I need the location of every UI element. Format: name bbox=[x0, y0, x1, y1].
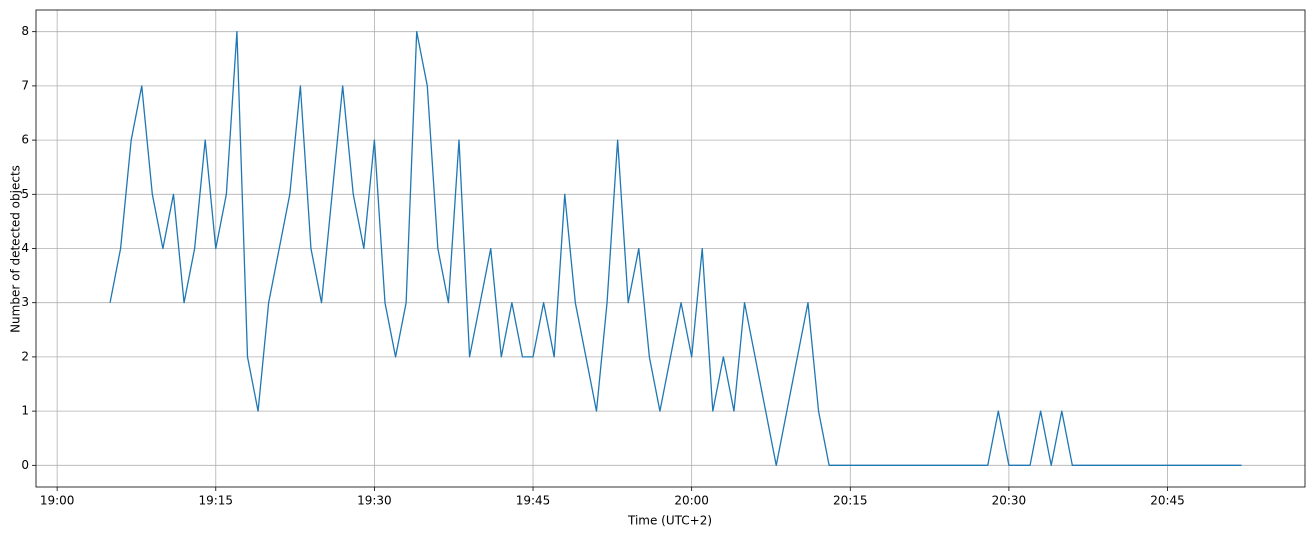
x-tick-label: 19:45 bbox=[516, 494, 551, 508]
y-axis-label: Number of detected objects bbox=[9, 165, 23, 333]
y-tick-label: 4 bbox=[21, 241, 29, 255]
y-tick-label: 8 bbox=[21, 24, 29, 38]
x-tick-label: 20:45 bbox=[1150, 494, 1185, 508]
y-tick-label: 5 bbox=[21, 187, 29, 201]
y-tick-label: 7 bbox=[21, 78, 29, 92]
y-tick-label: 3 bbox=[21, 295, 29, 309]
y-tick-label: 0 bbox=[21, 458, 29, 472]
x-tick-label: 20:15 bbox=[833, 494, 868, 508]
x-tick-label: 19:15 bbox=[198, 494, 233, 508]
y-tick-label: 1 bbox=[21, 404, 29, 418]
x-tick-label: 19:00 bbox=[40, 494, 75, 508]
x-tick-label: 19:30 bbox=[357, 494, 392, 508]
x-tick-label: 20:30 bbox=[992, 494, 1027, 508]
y-tick-label: 6 bbox=[21, 133, 29, 147]
x-tick-label: 20:00 bbox=[674, 494, 709, 508]
plot-frame bbox=[35, 9, 1306, 488]
data-line bbox=[109, 31, 1242, 466]
y-tick-label: 2 bbox=[21, 349, 29, 363]
x-axis-label: Time (UTC+2) bbox=[627, 514, 712, 528]
